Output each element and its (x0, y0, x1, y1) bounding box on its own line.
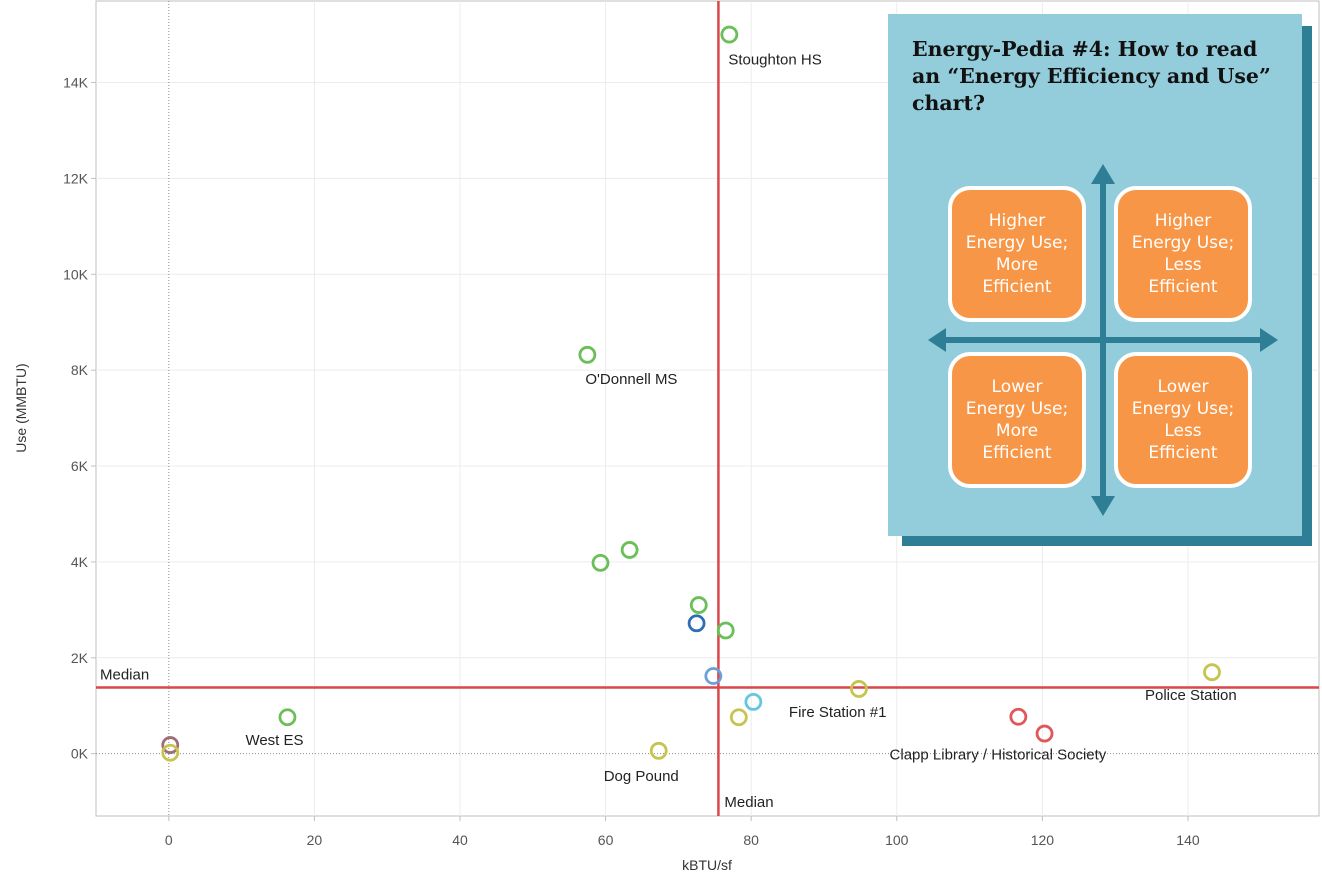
data-point (1203, 663, 1221, 682)
zero-lines (96, 1, 1319, 816)
quadrant-bottom-right: Lower Energy Use; Less Efficient (1114, 352, 1252, 488)
y-tick-label: 8K (71, 362, 89, 378)
data-point (161, 743, 180, 762)
y-tick-label: 4K (71, 554, 89, 570)
data-point (704, 667, 723, 685)
data-point (620, 541, 639, 559)
energy-pedia-panel: Energy-Pedia #4: How to read an “Energy … (888, 14, 1302, 536)
data-point (687, 614, 706, 633)
data-points (161, 25, 1221, 762)
data-point (591, 553, 610, 572)
point-label: Clapp Library / Historical Society (890, 747, 1107, 764)
point-label: Dog Pound (604, 768, 679, 785)
data-point (278, 708, 297, 727)
y-tick-label: 6K (71, 458, 89, 474)
point-label: Stoughton HS (728, 52, 821, 69)
data-point (578, 345, 597, 364)
x-tick-label: 100 (885, 832, 909, 848)
median-y-label: Median (100, 667, 149, 684)
data-point (1009, 707, 1028, 726)
data-point (850, 680, 868, 698)
data-point (689, 596, 708, 614)
quadrant-axes (928, 164, 1278, 516)
x-tick-label: 120 (1031, 832, 1055, 848)
data-point (744, 693, 763, 711)
quadrant-top-right: Higher Energy Use; Less Efficient (1114, 186, 1252, 322)
x-tick-label: 40 (452, 832, 468, 848)
point-label: Fire Station #1 (789, 704, 887, 721)
x-axis-title: kBTU/sf (682, 857, 732, 873)
y-tick-label: 2K (71, 650, 89, 666)
tick-labels: 0 20 40 60 80 100 120 140 0K 2K 4K 6K 8K 10K 12K 14K (63, 75, 1200, 849)
arrow-left-icon (928, 328, 946, 352)
x-tick-label: 140 (1176, 832, 1200, 848)
point-label: O'Donnell MS (585, 371, 677, 388)
y-tick-label: 0K (71, 746, 89, 762)
y-tick-label: 12K (63, 170, 89, 186)
median-x-label: Median (724, 794, 773, 811)
data-point (1035, 724, 1054, 743)
x-tick-label: 80 (743, 832, 759, 848)
data-point (729, 708, 748, 727)
point-labels: Stoughton HS O'Donnell MS Fire Station #1 P… (245, 52, 1236, 785)
x-tick-label: 20 (307, 832, 323, 848)
data-point (720, 25, 739, 44)
data-point (649, 741, 668, 760)
arrow-down-icon (1091, 496, 1115, 516)
arrow-right-icon (1260, 328, 1278, 352)
panel-title: Energy-Pedia #4: How to read an “Energy … (912, 37, 1271, 115)
data-point (716, 621, 735, 640)
point-label: Police Station (1145, 687, 1237, 704)
quadrant-top-left: Higher Energy Use; More Efficient (948, 186, 1086, 322)
quadrant-bottom-left: Lower Energy Use; More Efficient (948, 352, 1086, 488)
x-tick-label: 60 (598, 832, 614, 848)
y-tick-label: 14K (63, 75, 89, 91)
y-tick-label: 10K (63, 266, 89, 282)
arrow-up-icon (1091, 164, 1115, 184)
y-axis-title: Use (MMBTU) (13, 363, 29, 452)
x-tick-label: 0 (165, 832, 173, 848)
data-point (161, 736, 180, 754)
point-label: West ES (245, 732, 303, 749)
